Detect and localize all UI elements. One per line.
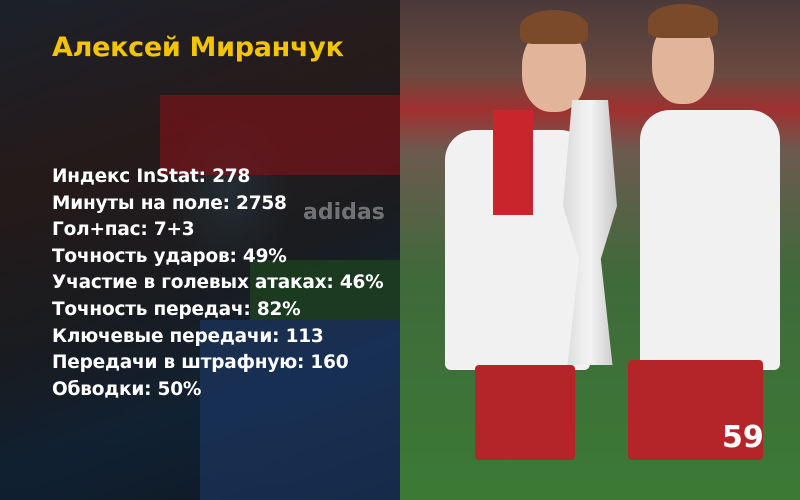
pitch-covering: [200, 320, 400, 500]
shirt-number: 59: [722, 420, 764, 455]
player-hair-left: [520, 10, 588, 44]
stat-box-passes: Передачи в штрафную: 160: [52, 352, 349, 374]
player-hair-right: [648, 4, 718, 38]
stat-minutes: Минуты на поле: 2758: [52, 192, 287, 214]
stats-list: Индекс InStat: 278 Минуты на поле: 2758 …: [52, 164, 384, 403]
stat-pass-accuracy: Точность передач: 82%: [52, 298, 301, 320]
player-name-title: Алексей Миранчук: [52, 32, 344, 63]
player-shirt-right: [640, 110, 780, 370]
stat-dribbles: Обводки: 50%: [52, 378, 202, 400]
background-photo-left: adidas: [0, 0, 400, 500]
player-shorts-right: [628, 360, 763, 460]
stat-shot-accuracy: Точность ударов: 49%: [52, 245, 287, 267]
pitch: [250, 260, 400, 320]
stat-goal-attack-participation: Участие в голевых атаках: 46%: [52, 272, 384, 294]
player-shorts-left: [475, 365, 575, 460]
stadium-banner: [160, 95, 400, 175]
red-scarf: [493, 110, 533, 215]
stat-goals-assists: Гол+пас: 7+3: [52, 219, 195, 241]
stat-instat-index: Индекс InStat: 278: [52, 166, 251, 187]
stat-key-passes: Ключевые передачи: 113: [52, 325, 324, 347]
adidas-logo: adidas: [303, 200, 385, 225]
